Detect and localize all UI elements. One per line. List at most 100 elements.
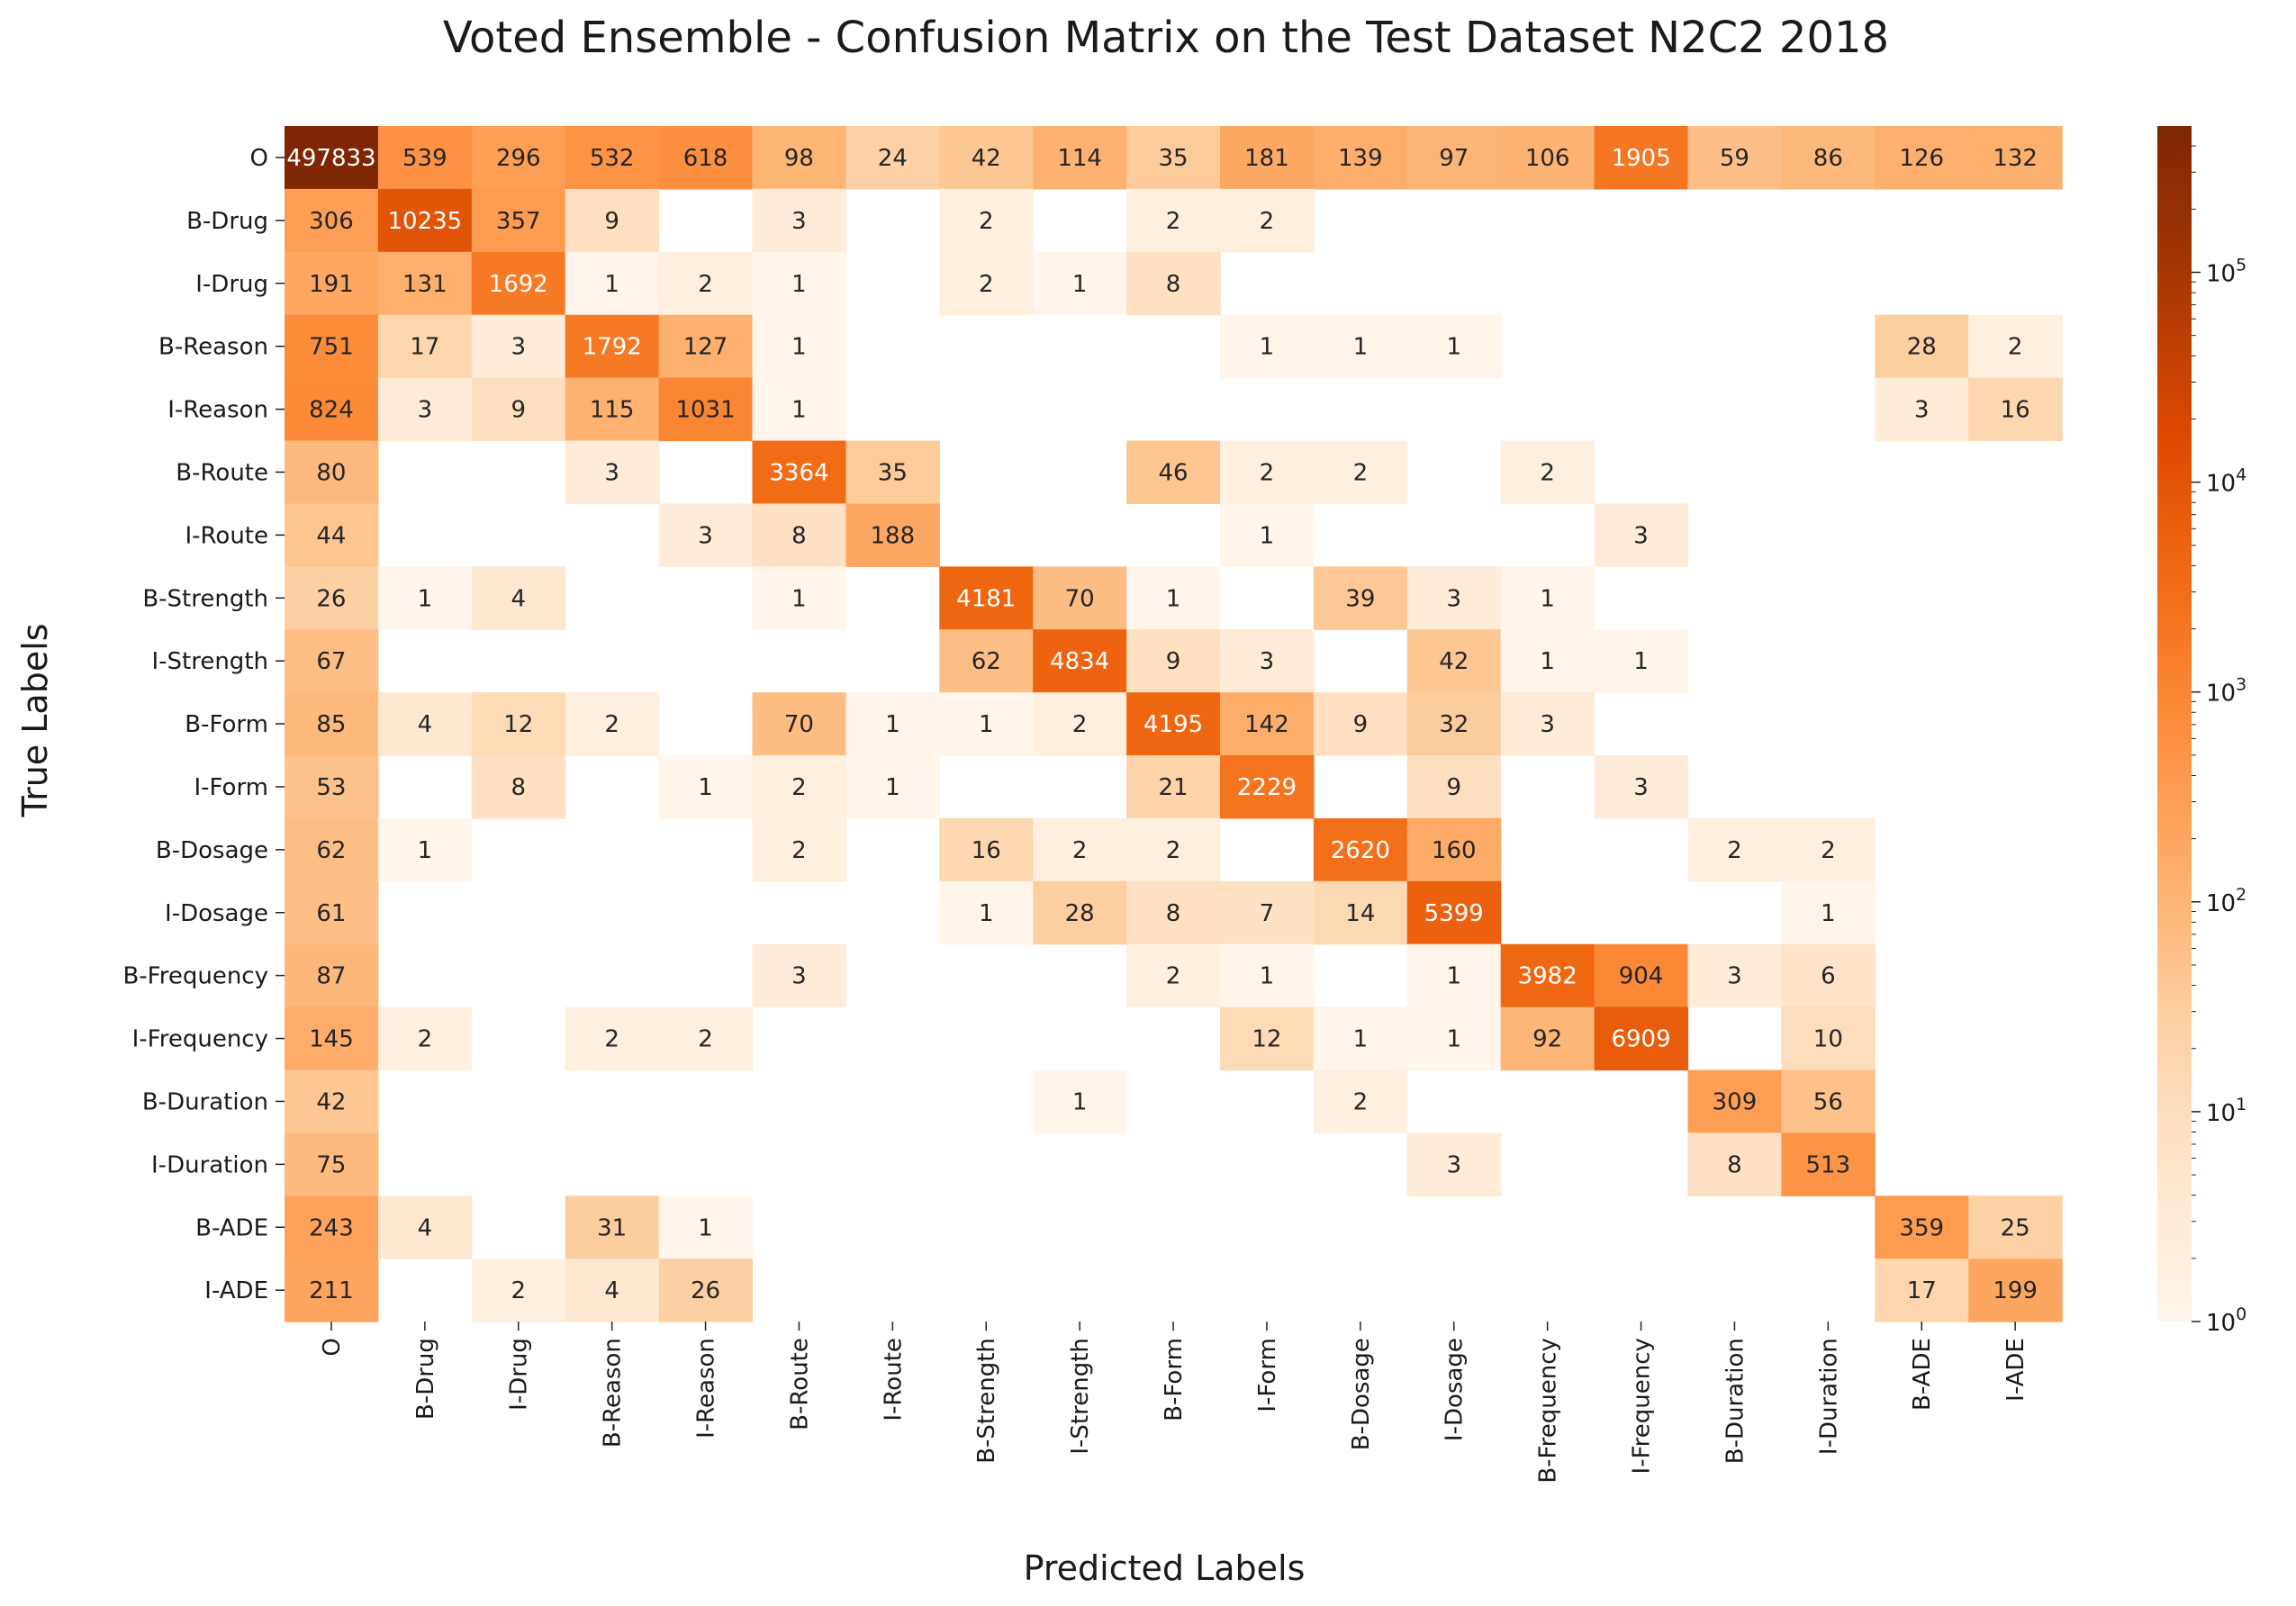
heatmap-cell: [1500, 566, 1595, 630]
heatmap-cell: [658, 1006, 754, 1071]
colorbar-tick-label: 103: [2206, 675, 2246, 708]
cell-value-label: 2: [1072, 711, 1088, 738]
cell-value-label: 1: [698, 774, 713, 801]
cell-value-label: 513: [1806, 1151, 1851, 1178]
x-tick-label: B-Strength: [973, 1338, 1000, 1464]
heatmap-cell: [377, 1006, 473, 1071]
cell-value-label: 191: [309, 271, 354, 298]
heatmap-cell: [285, 629, 379, 693]
heatmap-cell: [285, 251, 379, 316]
x-tick-label: B-Frequency: [1535, 1338, 1562, 1484]
cell-value-label: 14: [1345, 900, 1375, 927]
heatmap-cell: [377, 692, 473, 756]
heatmap-cell: [1687, 817, 1782, 882]
cell-value-label: 75: [316, 1151, 346, 1178]
heatmap-cell: [1313, 880, 1408, 945]
heatmap-cell: [1781, 1132, 1876, 1196]
heatmap-cell: [1594, 126, 1689, 190]
heatmap-cell: [658, 126, 754, 190]
cell-value-label: 181: [1244, 145, 1289, 172]
y-tick-label: B-Form: [185, 711, 268, 738]
cell-value-label: 1: [1072, 1088, 1088, 1115]
x-tick-label: I-Drug: [506, 1338, 533, 1411]
cell-value-label: 1031: [675, 397, 735, 424]
colorbar-ticks: 100 101 102 103 104 105: [2192, 145, 2246, 1337]
heatmap-cell: [1126, 692, 1221, 756]
heatmap-cell: [1875, 1195, 1969, 1259]
cell-value-label: 7: [1260, 900, 1275, 927]
cell-value-label: 61: [316, 900, 346, 927]
heatmap-cell: [1033, 566, 1127, 630]
cell-value-label: 2: [1166, 208, 1181, 235]
cell-value-label: 3: [1633, 774, 1649, 801]
heatmap-cell: [845, 126, 940, 190]
cell-value-label: 243: [309, 1214, 354, 1241]
colorbar-tick-label: 105: [2206, 255, 2246, 287]
heatmap-cell: [285, 1006, 379, 1071]
cell-value-label: 1792: [583, 334, 642, 361]
cell-value-label: 5399: [1424, 900, 1484, 927]
cell-value-label: 8: [1166, 271, 1181, 298]
cell-value-label: 31: [597, 1214, 627, 1241]
heatmap-cell: [752, 692, 846, 756]
heatmap-cell: [939, 251, 1034, 316]
heatmap-cell: [658, 377, 754, 442]
heatmap-cell: [285, 377, 379, 442]
heatmap-cell: [752, 126, 846, 190]
heatmap-cell: [1406, 755, 1502, 819]
heatmap-cell: [1687, 943, 1782, 1008]
y-tick-label: B-Route: [176, 459, 268, 486]
heatmap-cell: [1126, 943, 1221, 1008]
y-tick-label: B-Frequency: [122, 963, 268, 990]
cell-value-label: 2: [418, 1026, 433, 1053]
cell-value-label: 56: [1813, 1088, 1843, 1115]
x-axis-label: Predicted Labels: [1024, 1548, 1306, 1588]
heatmap-cell: [1220, 188, 1315, 253]
cell-value-label: 42: [972, 145, 1001, 172]
heatmap-cell: [658, 1259, 754, 1322]
heatmap-cell: [939, 566, 1034, 630]
y-tick-label: B-Dosage: [156, 837, 268, 864]
heatmap-cell: [285, 188, 379, 253]
heatmap-cell: [1313, 566, 1408, 630]
heatmap-cell: [285, 1195, 379, 1259]
heatmap-cell: [565, 1195, 660, 1259]
cell-value-label: 2: [1072, 837, 1088, 864]
heatmap-cell: [1500, 629, 1595, 693]
heatmap-cell: [565, 1259, 660, 1322]
cell-value-label: 2: [1260, 459, 1275, 486]
cell-value-label: 9: [511, 397, 526, 424]
heatmap-cell: [377, 377, 473, 442]
heatmap-cell: [1594, 755, 1689, 819]
heatmap-cell: [565, 377, 660, 442]
heatmap-cell: [565, 1006, 660, 1071]
cell-value-label: 145: [309, 1026, 354, 1053]
heatmap-cell: [377, 188, 473, 253]
heatmap-cell: [752, 314, 846, 379]
cell-value-label: 25: [2001, 1214, 2030, 1241]
cell-value-label: 1692: [489, 271, 548, 298]
heatmap-cell: [658, 314, 754, 379]
cell-value-label: 67: [316, 648, 346, 675]
x-tick-labels: O B-Drug I-Drug B-Reason I-Reason B-Route I-Ro…: [319, 1322, 2029, 1484]
cell-value-label: 1: [1072, 271, 1088, 298]
cell-value-label: 17: [410, 334, 439, 361]
cell-value-label: 16: [972, 837, 1001, 864]
heatmap-cell: [752, 440, 846, 504]
heatmap-cell: [565, 251, 660, 316]
heatmap-cell: [1968, 314, 2063, 379]
cell-value-label: 35: [1159, 145, 1189, 172]
y-tick-labels: O B-Drug I-Drug B-Reason I-Reason B-Route I-Ro…: [122, 145, 285, 1304]
cell-value-label: 3: [511, 334, 526, 361]
cell-value-label: 3: [1446, 1151, 1461, 1178]
cell-value-label: 1: [1540, 585, 1555, 612]
heatmap-cell: [1687, 126, 1782, 190]
y-tick-label: I-Drug: [195, 271, 268, 298]
cell-value-label: 24: [878, 145, 908, 172]
heatmap-cell: [1687, 1132, 1782, 1196]
cell-value-label: 3: [1633, 522, 1649, 549]
cell-value-label: 2: [1821, 837, 1836, 864]
heatmap-cell: [285, 1259, 379, 1322]
x-tick-label: O: [319, 1338, 346, 1356]
